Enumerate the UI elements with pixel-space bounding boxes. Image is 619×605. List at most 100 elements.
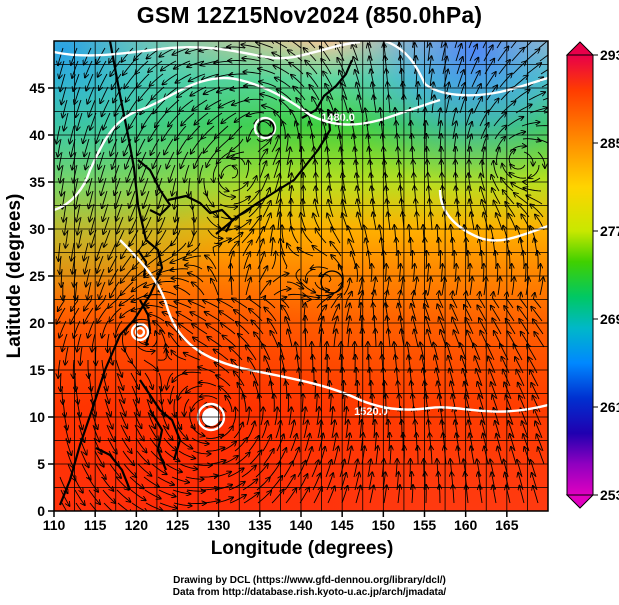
streamline-arrow [213,164,218,182]
streamline-arrow [206,216,221,228]
streamline-arrow [119,411,127,428]
streamline-arrow [181,112,195,126]
streamline-arrow [148,314,165,322]
streamline-arrow [493,113,506,127]
streamline-arrow [358,95,363,114]
streamline-arrow [60,489,70,506]
streamline-arrow [60,164,64,183]
streamline-arrow [529,164,540,178]
wind-streamlines [56,41,548,511]
streamline-arrow [161,60,177,71]
streamline-arrow [492,188,501,205]
streamline-arrow [75,373,76,391]
streamline-arrow [331,304,339,322]
streamline-arrow [483,45,493,62]
streamline-arrow [120,424,129,441]
streamline-arrow [303,407,305,426]
streamline-arrow [123,60,135,75]
streamline-arrow [229,347,243,361]
streamline-arrow [144,372,153,389]
streamline-arrow [297,461,306,478]
streamline-arrow [321,59,332,75]
streamline-arrow [175,125,187,140]
streamline-arrow [97,307,108,323]
streamline-arrow [110,281,120,298]
streamline-arrow [89,385,94,404]
streamline-arrow [227,468,244,478]
x-tick-label: 145 [330,517,354,533]
streamline-arrow [109,307,122,322]
streamline-arrow [306,268,315,283]
streamline-arrow [518,383,526,400]
streamline-arrow [508,132,525,140]
streamline-arrow [538,41,548,49]
streamline-arrow [109,242,117,259]
x-tick-label: 155 [413,517,437,533]
streamline-arrow [88,320,95,338]
streamline-arrow [246,176,257,192]
x-tick-label: 110 [43,517,66,533]
streamline-arrow [77,216,82,235]
streamline-arrow [259,281,271,296]
streamline-arrow [273,161,279,179]
streamline-arrow [230,125,243,139]
streamline-arrow [133,411,142,428]
streamline-arrow [537,434,544,452]
streamline-arrow [299,488,309,504]
streamline-arrow [261,421,268,439]
streamline-arrow [482,41,488,49]
streamline-arrow [120,294,135,306]
streamline-arrow [536,138,548,144]
streamline-arrow [118,398,126,416]
streamline-arrow [245,278,251,296]
streamline-arrow [108,294,121,308]
streamline-arrow [220,442,236,452]
streamline-arrow [191,437,209,444]
streamline-arrow [211,279,219,296]
streamline-arrow [73,164,78,183]
streamline-arrow [96,294,107,310]
streamline-arrow [537,151,545,168]
colorbar-tick-label: 285 [600,135,619,151]
low-pressure-eddy [320,270,344,294]
streamline-arrow [465,318,474,335]
streamline-arrow [84,307,94,324]
streamline-arrow [440,41,443,49]
streamline-arrow [99,281,106,299]
streamline-arrow [143,229,153,245]
streamline-arrow [262,435,271,452]
streamline-arrow [156,229,167,245]
streamline-arrow [229,495,246,504]
streamline-arrow [275,78,291,88]
streamline-arrow [63,203,66,222]
streamline-arrow [116,216,124,234]
streamline-arrow [456,57,463,75]
streamline-arrow [346,420,348,439]
streamline-arrow [159,502,177,508]
streamline-arrow [162,424,173,440]
streamline-arrow [533,396,541,413]
streamline-arrow [305,447,312,465]
streamline-arrow [57,307,66,324]
streamline-arrow [77,411,82,429]
streamline-arrow [128,177,135,195]
x-tick-label: 120 [125,517,149,533]
streamline-arrow [541,83,548,88]
streamline-arrow [343,96,349,114]
streamline-arrow [96,242,103,260]
streamline-arrow [144,489,161,499]
streamline-arrow [289,421,294,439]
streamline-arrow [192,450,211,454]
streamline-arrow [137,73,150,87]
streamline-arrow [375,329,376,348]
streamline-arrow [91,411,98,429]
streamline-arrow [225,396,233,413]
streamline-arrow [289,407,291,426]
streamline-arrow [353,459,358,478]
streamline-arrow [73,359,74,378]
streamline-arrow [529,108,547,114]
streamline-arrow [62,333,68,351]
streamline-arrow [497,148,500,166]
streamline-arrow [348,329,350,348]
streamline-arrow [74,489,85,505]
